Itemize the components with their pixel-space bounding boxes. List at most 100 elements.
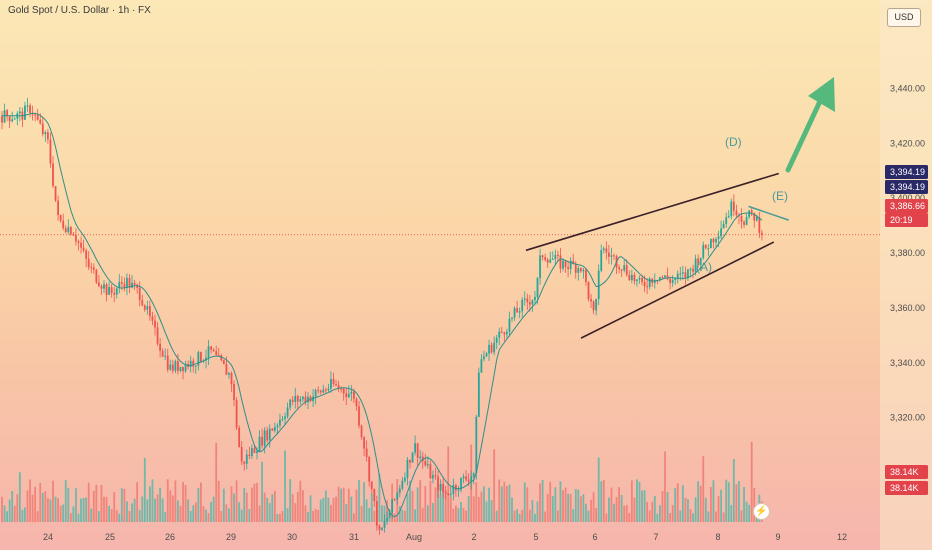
volume-bar: [511, 497, 513, 522]
x-tick-label: 24: [43, 532, 53, 542]
candle-body: [141, 300, 144, 306]
volume-bar: [123, 488, 126, 522]
volume-bar: [187, 499, 190, 522]
candle-body: [248, 454, 251, 456]
volume-bar: [615, 496, 618, 522]
candle-body: [49, 139, 52, 164]
candle-body: [205, 357, 207, 361]
candle-body: [628, 274, 631, 281]
candle-body: [595, 299, 598, 311]
wave-e-line: [748, 205, 789, 221]
candle-body: [210, 346, 212, 350]
candle-body: [146, 306, 149, 310]
candle-body: [421, 456, 424, 461]
volume-bar: [508, 484, 511, 522]
volume-bar: [271, 494, 274, 522]
volume-bar: [131, 503, 133, 522]
candle-body: [702, 244, 705, 258]
candle-body: [6, 110, 8, 117]
volume-bar: [3, 505, 6, 522]
volume-bar: [610, 487, 613, 522]
candle-body: [36, 114, 39, 120]
candle-body: [669, 279, 671, 283]
candle-body: [735, 210, 738, 216]
candle-body: [585, 269, 587, 283]
candle-body: [108, 287, 110, 295]
volume-bar: [82, 498, 85, 522]
volume-bar: [444, 489, 447, 522]
volume-bar: [618, 487, 620, 522]
candle-body: [508, 318, 511, 332]
candle-body: [429, 464, 432, 479]
volume-bar: [541, 479, 544, 522]
candle-body: [472, 473, 475, 477]
candle-body: [100, 286, 103, 289]
candle-body: [179, 367, 182, 371]
candle-body: [41, 123, 44, 135]
volume-bar: [633, 497, 636, 522]
volume-bar: [322, 497, 325, 522]
candle-body: [332, 378, 335, 384]
volume-bar: [64, 480, 67, 522]
candle-body: [518, 311, 521, 313]
volume-bar: [393, 513, 396, 522]
candle-body: [592, 301, 595, 311]
candle-body: [521, 299, 524, 312]
candle-body: [674, 278, 677, 280]
candle-body: [730, 201, 733, 217]
volume-bar: [49, 499, 52, 522]
volume-bar: [18, 472, 21, 522]
volume-bar: [488, 487, 490, 522]
currency-selector[interactable]: USD: [887, 8, 921, 27]
volume-bar: [465, 510, 467, 522]
candle-body: [666, 275, 669, 280]
candle-body: [217, 354, 220, 356]
candle-body: [681, 272, 684, 274]
volume-bar: [284, 450, 286, 522]
volume-bar: [87, 482, 90, 522]
candle-body: [82, 247, 85, 251]
x-tick-label: 6: [592, 532, 597, 542]
candle-body: [26, 105, 29, 107]
candle-body: [386, 518, 388, 522]
candle-body: [671, 279, 674, 283]
volume-bar: [225, 504, 228, 522]
volume-bar: [363, 482, 365, 522]
volume-bar: [442, 487, 445, 522]
volume-bar: [273, 490, 276, 522]
candle-body: [755, 216, 758, 221]
candle-body: [393, 499, 396, 501]
volume-bar: [732, 459, 735, 522]
candle-body: [409, 459, 411, 463]
candle-body: [574, 263, 577, 273]
volume-bar: [8, 499, 11, 522]
volume-bar: [467, 496, 470, 522]
candle-body: [743, 221, 745, 225]
volume-bar: [72, 506, 75, 522]
volume-bar: [592, 492, 595, 522]
candle-body: [126, 277, 128, 288]
candle-body: [296, 395, 299, 402]
volume-bar: [549, 481, 552, 522]
volume-bar: [251, 487, 253, 522]
volume-bar: [738, 481, 740, 522]
volume-bar: [113, 492, 116, 522]
volume-bar: [666, 492, 669, 522]
volume-bar: [205, 509, 207, 522]
candle-body: [493, 342, 496, 353]
candle-body: [353, 391, 355, 399]
volume-bar: [710, 487, 712, 522]
candle-body: [758, 216, 761, 233]
candle-body: [477, 372, 480, 417]
volume-bar: [472, 496, 475, 522]
lightning-icon[interactable]: ⚡: [753, 503, 770, 520]
y-tick-label: 3,320.00: [890, 413, 925, 423]
volume-bar: [212, 496, 215, 522]
candle-body: [161, 350, 164, 357]
volume-bar: [110, 509, 113, 522]
volume-bar: [439, 494, 442, 522]
candle-body: [279, 419, 281, 426]
candle-body: [373, 489, 376, 502]
